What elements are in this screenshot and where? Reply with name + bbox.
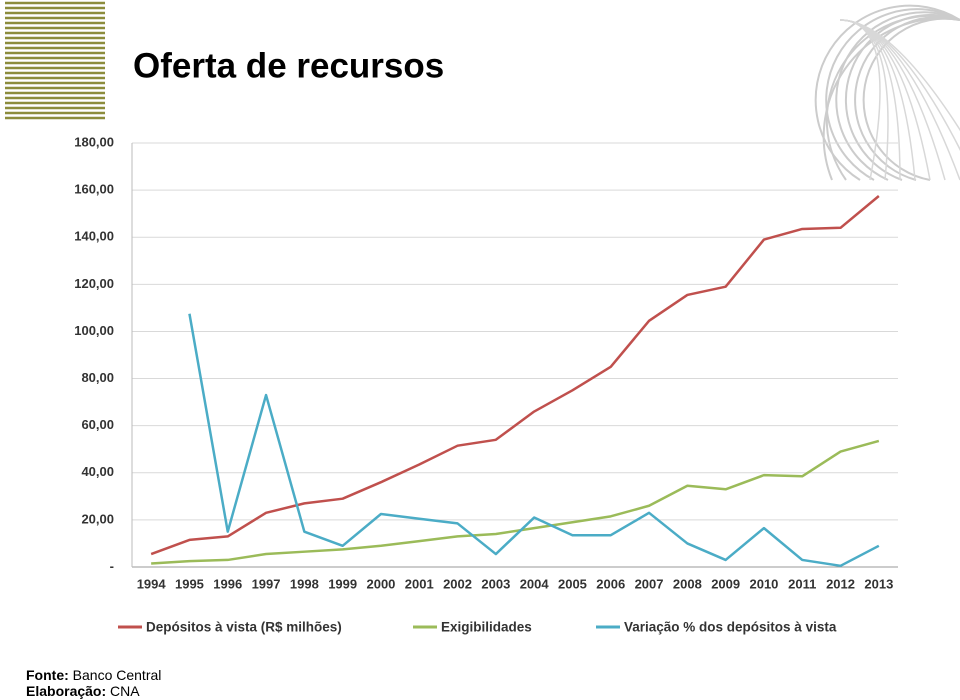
series-line [188,313,880,568]
x-tick-label: 2012 [826,576,855,591]
arc [814,4,960,181]
x-tick-label: 2004 [520,576,550,591]
y-tick-label: 140,00 [74,229,114,244]
x-tick-label: 1998 [290,576,319,591]
x-tick-label: 2005 [558,576,587,591]
arc [825,8,960,181]
y-tick-label: 80,00 [81,370,114,385]
x-tick-label: 2011 [788,576,816,591]
x-tick-label: 2003 [481,576,510,591]
series-line [150,195,880,556]
source-label: Fonte: [26,667,69,683]
credit: Elaboração: CNA [26,683,140,699]
y-tick-label: 20,00 [81,511,114,526]
x-tick-label: 1996 [213,576,242,591]
decoration [5,1,960,181]
x-tick-label: 2013 [864,576,893,591]
x-tick-label: 2001 [405,576,434,591]
y-tick-label: 120,00 [74,276,114,291]
x-tick-label: 1997 [252,576,281,591]
x-tick-label: 1994 [137,576,167,591]
x-tick-label: 2002 [443,576,472,591]
arc [822,17,960,181]
x-tick-label: 2008 [673,576,702,591]
y-tick-label: 100,00 [74,323,114,338]
legend-label: Variação % dos depósitos à vista [624,620,837,635]
y-tick-label: 180,00 [74,134,114,149]
credit-text: CNA [110,683,140,699]
x-tick-label: 1999 [328,576,357,591]
chart-title: Oferta de recursos [133,46,444,85]
x-tick-label: 1995 [175,576,204,591]
y-tick-label: 60,00 [81,417,114,432]
x-tick-label: 2009 [711,576,740,591]
legend-label: Exigibilidades [441,620,532,635]
x-tick-label: 2007 [635,576,664,591]
arc [825,14,960,181]
source-text: Banco Central [72,667,162,683]
x-tick-label: 2010 [749,576,778,591]
y-tick-label: 160,00 [74,182,114,197]
arc [862,17,960,181]
legend-label: Depósitos à vista (R$ milhões) [146,620,342,635]
credit-label: Elaboração: [26,683,107,699]
y-tick-label: 40,00 [81,464,114,479]
source: Fonte: Banco Central [26,667,161,683]
arc [839,19,960,132]
y-tick-label: - [110,558,114,573]
series-line [151,439,880,565]
arc [854,16,960,181]
x-tick-label: 2006 [596,576,625,591]
x-tick-label: 2000 [366,576,395,591]
